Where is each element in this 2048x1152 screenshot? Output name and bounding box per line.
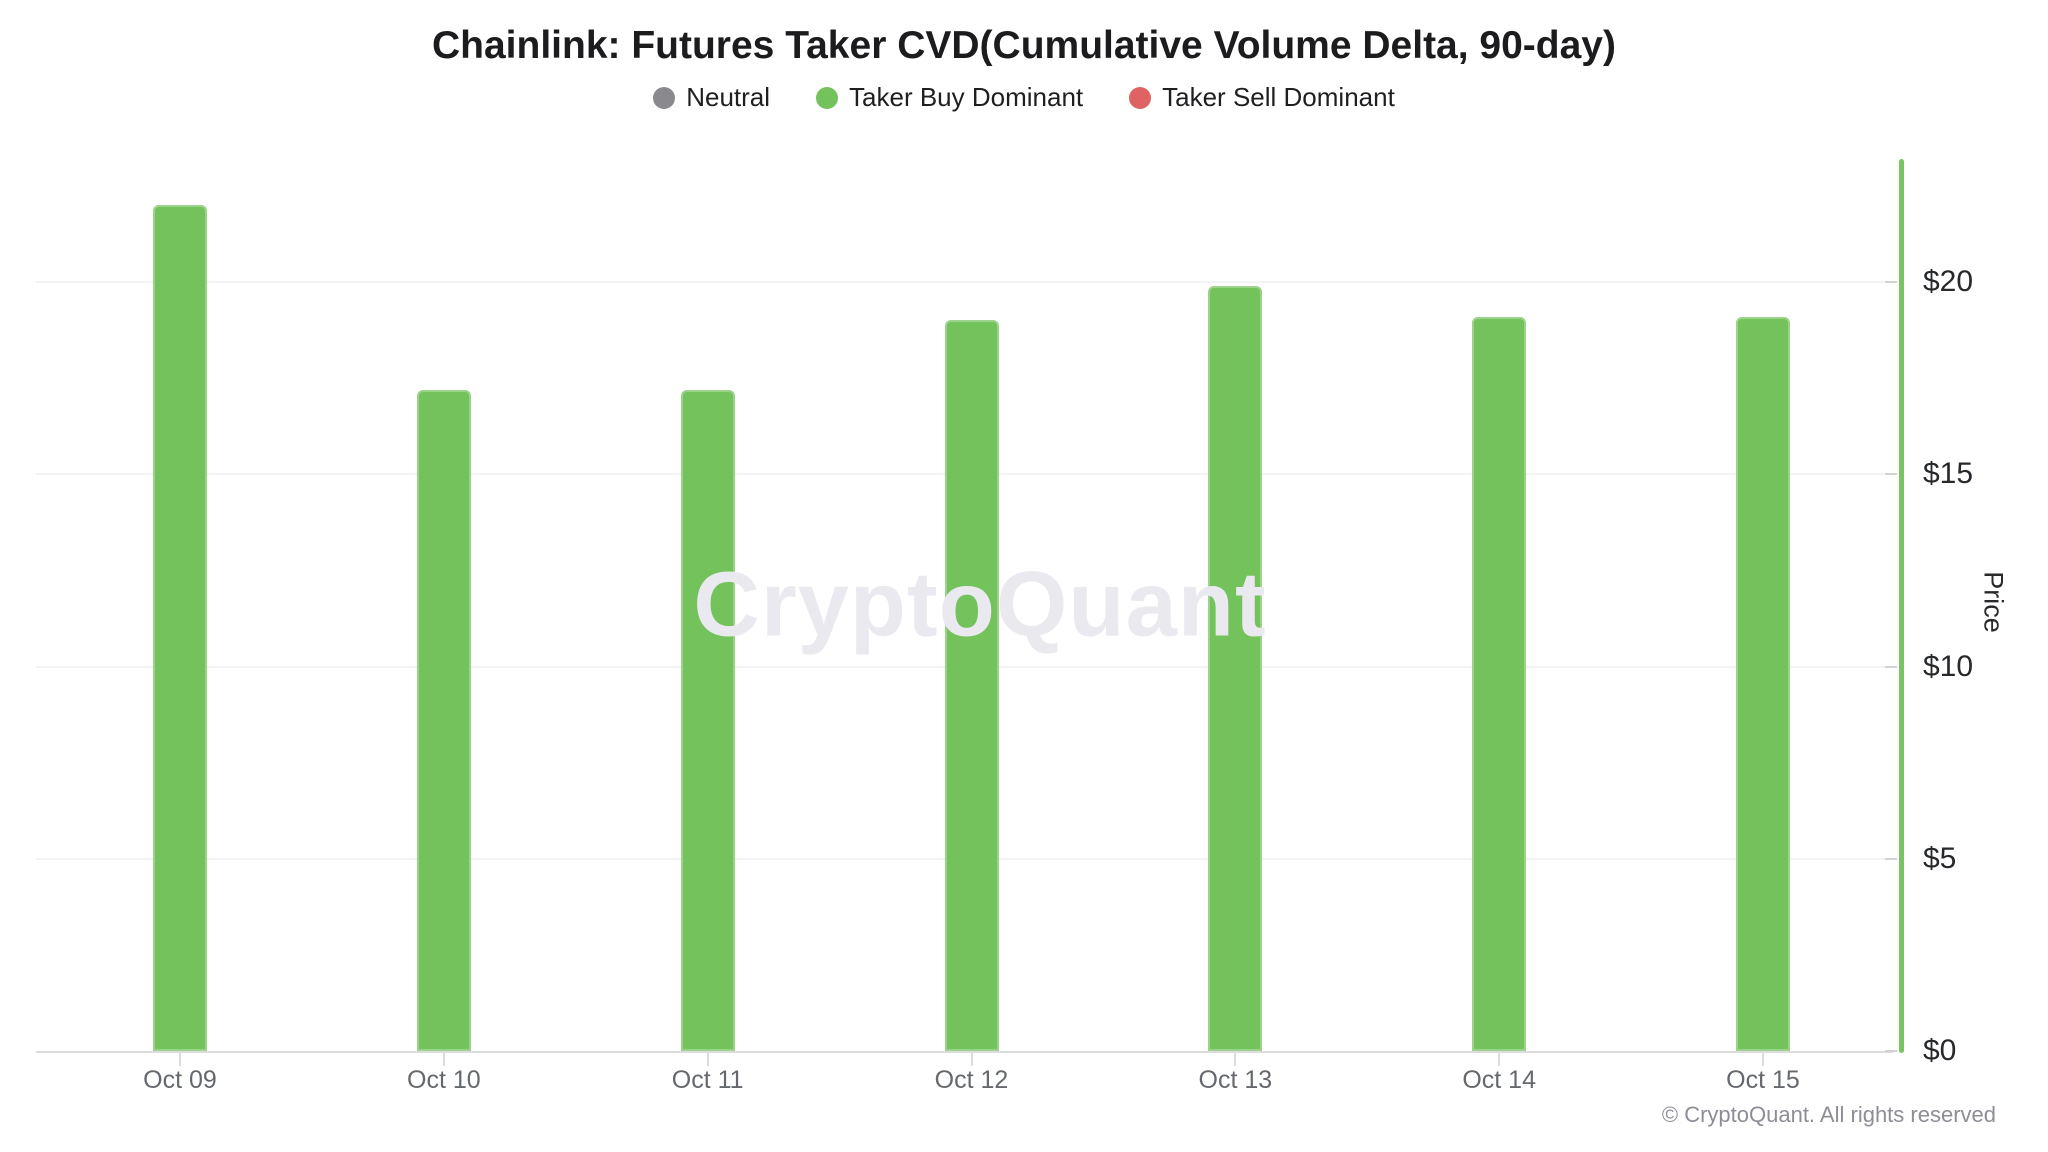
x-axis-tick (1762, 1053, 1764, 1066)
y-axis-line (1899, 159, 1904, 1053)
y-axis-tick (1885, 857, 1897, 860)
legend-circle-icon (816, 86, 839, 109)
x-axis-tick (970, 1053, 973, 1066)
y-axis-title: Price (1978, 571, 2009, 633)
y-axis-tick (1885, 665, 1897, 668)
watermark-text: CryptoQuant (693, 553, 1267, 656)
x-axis-tick (1234, 1053, 1237, 1066)
legend-circle-icon (653, 86, 676, 109)
legend-circle-icon (1129, 86, 1152, 109)
x-axis-label: Oct 12 (934, 1066, 1009, 1094)
x-axis-tick (442, 1053, 445, 1066)
x-axis-label: Oct 09 (143, 1066, 217, 1094)
bar-oct-14[interactable] (1472, 316, 1527, 1051)
bar-oct-15[interactable] (1736, 316, 1790, 1051)
y-axis-label: $5 (1923, 841, 1957, 875)
y-axis-label: $15 (1923, 457, 1974, 491)
x-axis-label: Oct 10 (407, 1066, 481, 1094)
legend-item-taker-buy-dominant[interactable]: Taker Buy Dominant (816, 82, 1083, 113)
bar-oct-11[interactable] (680, 389, 735, 1051)
x-axis-label: Oct 13 (1198, 1066, 1273, 1094)
x-axis-tick (179, 1053, 181, 1066)
gridline (36, 281, 1893, 284)
legend-label: Taker Sell Dominant (1162, 82, 1395, 112)
x-axis-label: Oct 15 (1726, 1066, 1800, 1094)
y-axis-tick (1885, 281, 1897, 284)
y-axis-label: $10 (1923, 649, 1974, 683)
legend-item-taker-sell-dominant[interactable]: Taker Sell Dominant (1129, 82, 1395, 113)
bar-oct-09[interactable] (153, 205, 207, 1051)
bar-oct-10[interactable] (416, 389, 471, 1051)
legend-item-neutral[interactable]: Neutral (653, 82, 770, 113)
chart-legend: Neutral Taker Buy Dominant Taker Sell Domi… (0, 82, 2048, 113)
x-axis-label: Oct 11 (671, 1066, 744, 1094)
x-axis-tick (706, 1053, 709, 1066)
x-axis-tick (1498, 1053, 1501, 1066)
legend-label: Neutral (686, 82, 771, 112)
x-axis-line (36, 1051, 1893, 1053)
chart-title: Chainlink: Futures Taker CVD(Cumulative … (432, 24, 1616, 67)
legend-label: Taker Buy Dominant (849, 82, 1084, 112)
bar-oct-12[interactable] (944, 320, 999, 1051)
y-axis-tick (1885, 473, 1897, 476)
y-axis-label: $20 (1923, 265, 1974, 299)
copyright-text: © CryptoQuant. All rights reserved (1661, 1102, 1996, 1127)
y-axis-tick (1885, 1050, 1897, 1052)
y-axis-label: $0 (1923, 1034, 1957, 1067)
x-axis-label: Oct 14 (1462, 1066, 1536, 1094)
bar-oct-13[interactable] (1208, 285, 1263, 1051)
